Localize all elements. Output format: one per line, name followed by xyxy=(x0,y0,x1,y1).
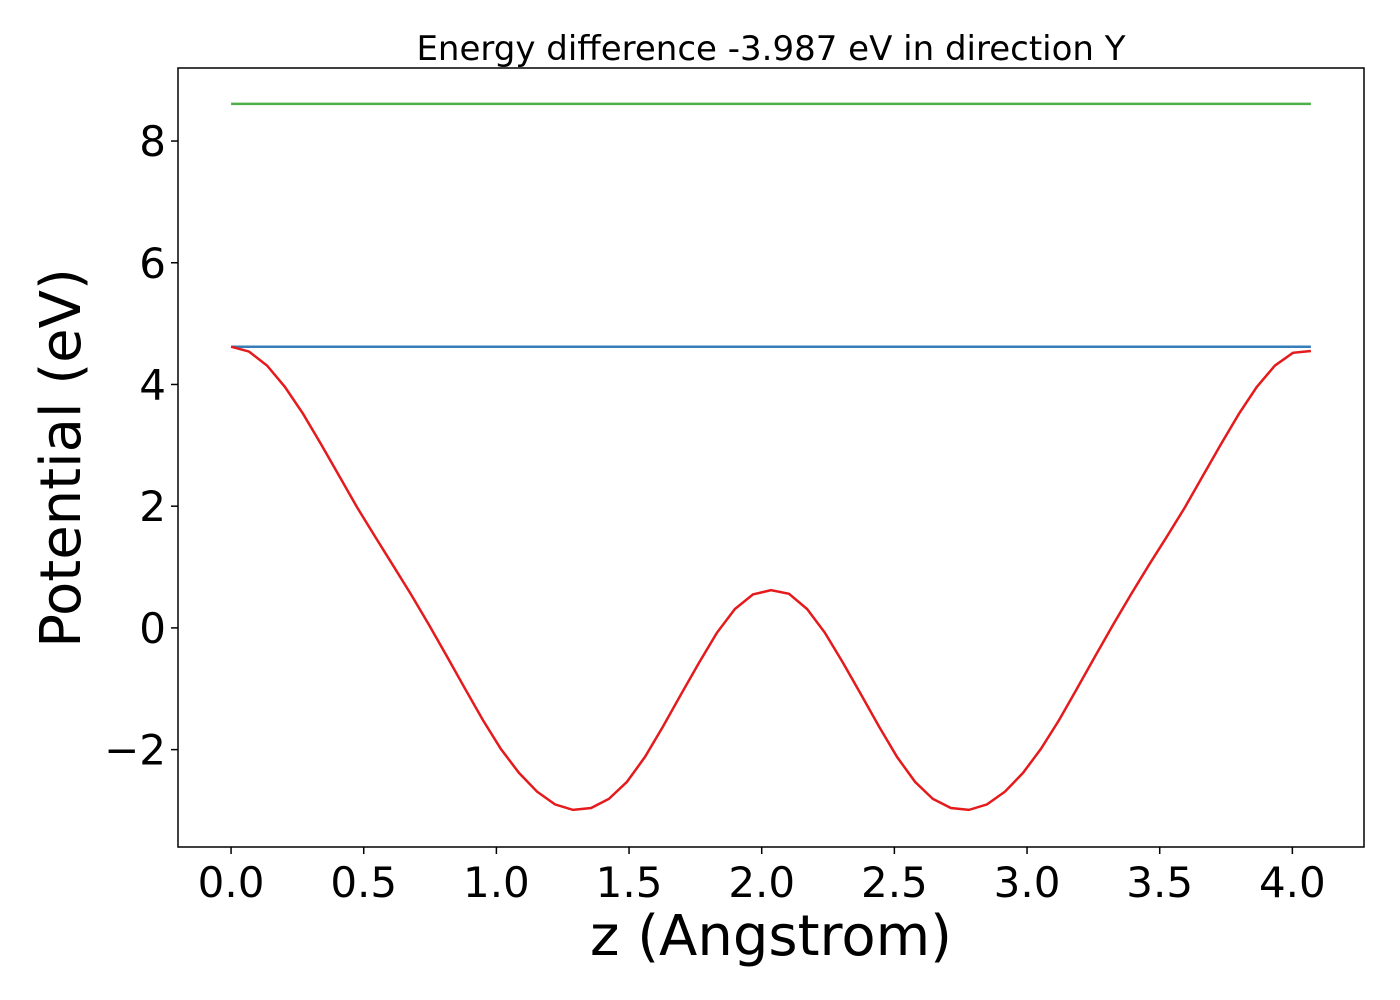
x-axis: 0.0 0.5 1.0 1.5 2.0 2.5 3.0 3.5 4.0 xyxy=(198,847,1326,907)
y-axis: −2 0 2 4 6 8 xyxy=(104,117,178,775)
x-tick-label: 1.5 xyxy=(596,858,663,907)
y-tick-label: 4 xyxy=(139,360,166,409)
y-tick-label: 6 xyxy=(139,239,166,288)
x-tick-label: 3.5 xyxy=(1126,858,1193,907)
y-axis-label: Potential (eV) xyxy=(29,268,94,648)
x-tick-label: 1.0 xyxy=(463,858,530,907)
x-tick-label: 2.5 xyxy=(861,858,928,907)
y-tick-label: 0 xyxy=(139,604,166,653)
x-tick-label: 2.0 xyxy=(728,858,795,907)
series-layer xyxy=(230,102,1312,812)
x-axis-label: z (Angstrom) xyxy=(590,904,952,969)
x-tick-label: 0.0 xyxy=(198,858,265,907)
x-tick-label: 4.0 xyxy=(1259,858,1326,907)
x-tick-label: 3.0 xyxy=(994,858,1061,907)
x-tick-label: 0.5 xyxy=(330,858,397,907)
plot-frame xyxy=(177,67,1365,848)
y-tick-label: 2 xyxy=(139,482,166,531)
y-tick-label: −2 xyxy=(104,726,166,775)
y-tick-label: 8 xyxy=(139,117,166,166)
series-line-2 xyxy=(230,345,1312,812)
chart-title: Energy difference -3.987 eV in direction… xyxy=(416,29,1125,69)
